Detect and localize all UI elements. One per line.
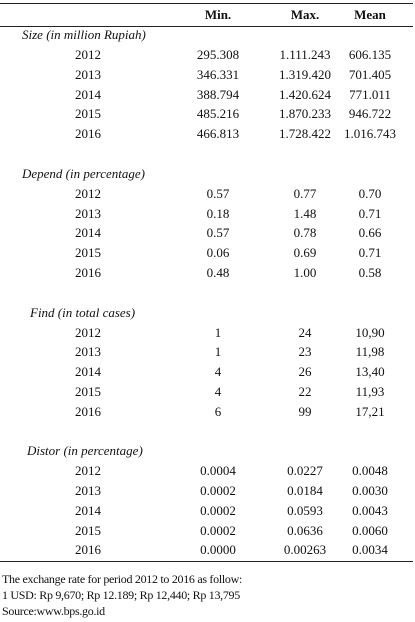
column-header: Min. (204, 7, 232, 22)
note: The exchange rate for period 2012 to 201… (2, 572, 242, 586)
cell: 1.319.420 (279, 66, 331, 82)
section-title: Distor (in percentage) (27, 443, 143, 459)
cell: 1.420.624 (279, 86, 331, 102)
year-cell: 2015 (75, 522, 101, 538)
cell: 0.0227 (287, 463, 323, 479)
year-cell: 2014 (75, 502, 101, 518)
cell: 946.722 (348, 106, 392, 122)
cell: 0.06 (206, 245, 230, 260)
cell: 0.0030 (352, 483, 388, 498)
cell: 26 (298, 364, 312, 379)
year-cell: 2016 (75, 126, 101, 141)
cell: 0.00263 (283, 542, 327, 558)
cell: 606.135 (348, 47, 392, 62)
cell: 0.66 (358, 225, 382, 241)
year-cell: 2015 (75, 106, 101, 122)
cell: 1.870.233 (279, 106, 331, 122)
cell: 0.78 (293, 225, 317, 241)
cell: 0.48 (206, 264, 230, 280)
cell: 11,98 (355, 344, 385, 360)
note: 1 USD: Rp 9,670; Rp 12.189; Rp 12,440; R… (2, 588, 240, 602)
cell: 99 (298, 403, 312, 419)
cell: 1 (214, 324, 222, 340)
cell: 485.216 (196, 106, 240, 122)
year-cell: 2012 (75, 463, 101, 479)
cell: 0.18 (206, 205, 230, 221)
year-cell: 2016 (75, 403, 101, 419)
cell: 0.0000 (200, 542, 236, 558)
cell: 22 (298, 383, 312, 399)
cell: 346.331 (196, 66, 240, 82)
cell: 4 (214, 383, 222, 399)
column-header: Max. (290, 7, 320, 22)
note: Source:www.bps.go.id (2, 604, 105, 618)
bottom-rule (0, 561, 413, 562)
year-cell: 2013 (75, 344, 101, 360)
year-cell: 2012 (75, 185, 101, 201)
year-cell: 2015 (75, 383, 101, 399)
cell: 0.58 (358, 264, 382, 280)
year-cell: 2014 (75, 86, 101, 102)
cell: 0.77 (293, 185, 317, 201)
year-cell: 2015 (75, 245, 101, 260)
cell: 1.48 (293, 205, 317, 221)
cell: 1.00 (293, 264, 317, 280)
cell: 701.405 (348, 66, 392, 82)
cell: 0.71 (358, 205, 382, 221)
cell: 11,93 (355, 383, 385, 399)
year-cell: 2016 (75, 542, 101, 558)
header-rule (0, 26, 413, 27)
cell: 6 (214, 403, 222, 419)
cell: 17,21 (355, 403, 385, 419)
cell: 0.57 (206, 185, 230, 201)
year-cell: 2014 (75, 364, 101, 379)
cell: 295.308 (196, 47, 240, 62)
cell: 4 (214, 364, 222, 379)
cell: 1.111.243 (279, 47, 331, 62)
cell: 1.728.422 (279, 126, 331, 141)
year-cell: 2013 (75, 66, 101, 82)
cell: 0.0636 (287, 522, 323, 538)
cell: 388.794 (196, 86, 240, 102)
cell: 466.813 (196, 126, 240, 141)
cell: 23 (298, 344, 312, 360)
top-rule (0, 3, 413, 4)
cell: 0.0002 (200, 502, 236, 518)
year-cell: 2014 (75, 225, 101, 241)
cell: 0.0002 (200, 522, 236, 538)
cell: 0.0034 (352, 542, 388, 558)
cell: 0.0004 (200, 463, 236, 479)
year-cell: 2012 (75, 324, 101, 340)
section-title: Size (in million Rupiah) (22, 27, 146, 42)
cell: 0.0593 (287, 502, 323, 518)
cell: 1.016.743 (344, 126, 396, 141)
cell: 0.0043 (352, 502, 388, 518)
section-title: Find (in total cases) (30, 304, 136, 320)
cell: 771.011 (349, 86, 391, 102)
cell: 13,40 (355, 364, 385, 379)
cell: 0.69 (293, 245, 317, 260)
year-cell: 2013 (75, 205, 101, 221)
cell: 0.0002 (200, 483, 236, 498)
year-cell: 2013 (75, 483, 101, 498)
cell: 1 (214, 344, 222, 360)
year-cell: 2012 (75, 47, 101, 62)
cell: 0.0048 (352, 463, 388, 479)
cell: 0.0184 (287, 483, 323, 498)
column-header: Mean (354, 7, 386, 22)
cell: 0.71 (358, 245, 382, 260)
cell: 0.57 (206, 225, 230, 241)
cell: 0.70 (358, 185, 382, 201)
cell: 0.0060 (352, 522, 388, 538)
cell: 10,90 (355, 324, 385, 340)
section-title: Depend (in percentage) (22, 165, 145, 181)
cell: 24 (298, 324, 312, 340)
year-cell: 2016 (75, 264, 101, 280)
